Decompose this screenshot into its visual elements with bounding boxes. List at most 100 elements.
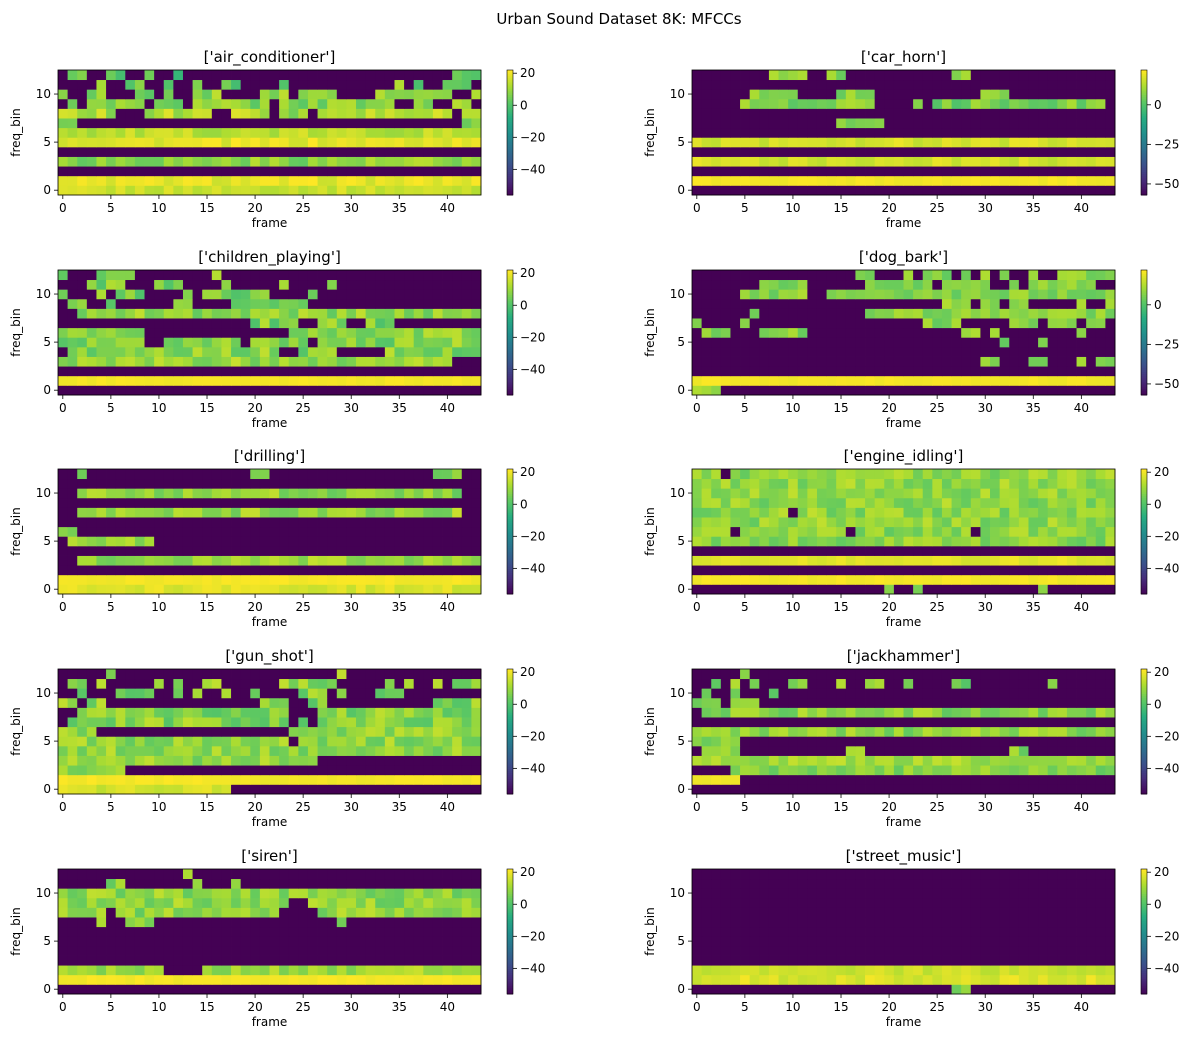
heatmap-cell xyxy=(1028,289,1039,300)
heatmap-cell xyxy=(356,327,367,338)
heatmap-cell xyxy=(404,497,415,508)
heatmap-cell xyxy=(874,337,885,348)
heatmap-cell xyxy=(394,356,405,367)
heatmap-cell xyxy=(288,356,299,367)
heatmap-cell xyxy=(327,717,338,728)
heatmap-cell xyxy=(384,526,395,537)
heatmap-cell xyxy=(442,545,453,556)
colorbar-segment xyxy=(507,111,513,115)
heatmap-cell xyxy=(855,166,866,177)
heatmap-cell xyxy=(144,755,155,766)
heatmap-cell xyxy=(365,185,376,196)
heatmap-cell xyxy=(692,478,703,489)
colorbar-segment xyxy=(507,124,513,127)
heatmap-cell xyxy=(893,774,904,785)
heatmap-cell xyxy=(941,118,952,129)
heatmap-cell xyxy=(1009,175,1020,186)
heatmap-cell xyxy=(941,526,952,537)
heatmap-cell xyxy=(941,536,952,547)
heatmap-cell xyxy=(874,736,885,747)
heatmap-cell xyxy=(797,765,808,776)
heatmap-cell xyxy=(173,545,184,556)
heatmap-cell xyxy=(711,385,722,396)
heatmap-cell xyxy=(144,327,155,338)
heatmap-cell xyxy=(884,70,895,81)
heatmap-cell xyxy=(865,127,876,138)
heatmap-cell xyxy=(874,497,885,508)
heatmap-cell xyxy=(720,574,731,585)
heatmap-cell xyxy=(365,346,376,357)
heatmap-cell xyxy=(356,536,367,547)
heatmap-cell xyxy=(192,507,203,518)
heatmap-cell xyxy=(990,545,1001,556)
heatmap-cell xyxy=(768,517,779,528)
heatmap-cell xyxy=(211,736,222,747)
heatmap-cell xyxy=(1009,488,1020,499)
heatmap-cell xyxy=(298,279,309,290)
heatmap-cell xyxy=(865,488,876,499)
heatmap-cell xyxy=(788,327,799,338)
heatmap-cell xyxy=(1105,507,1116,518)
heatmap-cell xyxy=(250,545,261,556)
heatmap-cell xyxy=(336,497,347,508)
heatmap-cell xyxy=(1105,565,1116,576)
heatmap-cell xyxy=(221,98,232,109)
heatmap-cell xyxy=(826,774,837,785)
heatmap-cell xyxy=(461,318,472,329)
heatmap-cell xyxy=(240,545,251,556)
heatmap-cell xyxy=(125,137,136,148)
heatmap-cell xyxy=(980,270,991,281)
heatmap-cell xyxy=(125,574,136,585)
heatmap-cell xyxy=(221,717,232,728)
heatmap-cell xyxy=(941,545,952,556)
heatmap-cell xyxy=(1047,318,1058,329)
heatmap-cell xyxy=(951,736,962,747)
heatmap-cell xyxy=(855,318,866,329)
heatmap-cell xyxy=(86,70,97,81)
heatmap-cell xyxy=(1038,565,1049,576)
heatmap-cell xyxy=(96,488,107,499)
heatmap-cell xyxy=(231,765,242,776)
heatmap-cell xyxy=(269,517,280,528)
heatmap-cell xyxy=(740,298,751,309)
heatmap-cell xyxy=(797,526,808,537)
colorbar-segment xyxy=(507,535,513,539)
heatmap-cell xyxy=(259,70,270,81)
heatmap-cell xyxy=(855,736,866,747)
heatmap-cell xyxy=(298,318,309,329)
heatmap-cell xyxy=(816,765,827,776)
heatmap-cell xyxy=(279,736,290,747)
heatmap-cell xyxy=(442,356,453,367)
heatmap-cell xyxy=(990,327,1001,338)
heatmap-cell xyxy=(961,366,972,377)
heatmap-cell xyxy=(932,526,943,537)
heatmap-cell xyxy=(461,137,472,148)
colorbar-segment xyxy=(507,390,513,394)
heatmap-cell xyxy=(423,507,434,518)
heatmap-cell xyxy=(384,736,395,747)
heatmap-cell xyxy=(317,565,328,576)
colorbar-segment xyxy=(507,481,513,485)
heatmap-cell xyxy=(250,346,261,357)
heatmap-cell xyxy=(1076,755,1087,766)
heatmap-cell xyxy=(269,185,280,196)
heatmap-cell xyxy=(980,118,991,129)
heatmap-cell xyxy=(913,469,924,480)
axes-frame xyxy=(691,468,1116,595)
heatmap-cell xyxy=(288,517,299,528)
heatmap-cell xyxy=(154,70,165,81)
heatmap-cell xyxy=(96,536,107,547)
heatmap-cells xyxy=(58,70,482,196)
heatmap-cell xyxy=(346,118,357,129)
heatmap-cell xyxy=(941,555,952,566)
heatmap-cell xyxy=(240,574,251,585)
heatmap-cell xyxy=(1076,356,1087,367)
heatmap-cell xyxy=(941,755,952,766)
heatmap-cell xyxy=(1105,146,1116,157)
heatmap-cell xyxy=(1028,89,1039,100)
heatmap-cell xyxy=(1038,755,1049,766)
heatmap-cell xyxy=(173,774,184,785)
heatmap-cell xyxy=(182,765,193,776)
heatmap-cell xyxy=(932,469,943,480)
colorbar-segment xyxy=(507,589,513,593)
